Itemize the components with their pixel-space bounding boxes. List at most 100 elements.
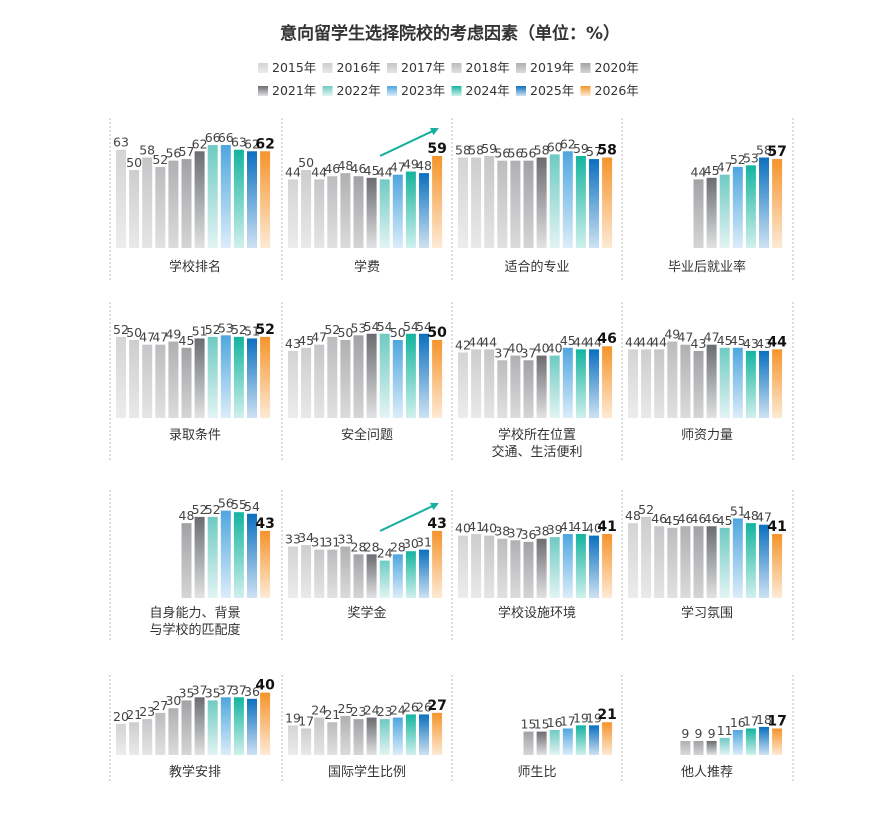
data-label: 44 (573, 334, 589, 349)
bar-2017 (142, 719, 153, 755)
data-label: 36 (521, 527, 537, 542)
bar-2023 (392, 717, 403, 755)
data-label: 44 (625, 334, 641, 349)
bar-2022 (549, 730, 560, 755)
data-label: 17 (767, 713, 786, 729)
bar-2023 (220, 697, 231, 755)
bar-2022 (207, 145, 218, 248)
data-label: 45 (717, 513, 733, 528)
bar-2016 (129, 170, 140, 248)
data-label: 37 (192, 682, 208, 697)
bar-2015 (628, 349, 638, 418)
bar-2019 (168, 341, 179, 418)
data-label: 48 (625, 508, 641, 523)
bar-2026 (432, 712, 443, 755)
data-label: 19 (586, 710, 602, 725)
bar-2017 (314, 179, 325, 248)
legend-item: 2018年 (451, 60, 510, 75)
data-label: 26 (403, 699, 419, 714)
data-label: 9 (695, 726, 703, 741)
data-label: 47 (717, 160, 733, 175)
bar-2026 (772, 159, 783, 248)
bar-2016 (471, 534, 482, 598)
bar-2016 (641, 516, 652, 598)
bar-2020 (181, 159, 192, 248)
data-label: 24 (311, 703, 327, 718)
data-label: 21 (597, 707, 616, 723)
data-label: 52 (205, 322, 221, 337)
data-label: 45 (704, 163, 720, 178)
bar-2025 (759, 157, 769, 248)
bar-2024 (233, 149, 244, 248)
legend-label: 2026年 (595, 83, 639, 98)
data-label: 59 (427, 141, 446, 157)
data-label: 48 (337, 158, 353, 173)
data-label: 47 (152, 330, 168, 345)
data-label: 54 (403, 319, 419, 334)
legend-label: 2016年 (337, 60, 381, 75)
data-label: 50 (126, 155, 142, 170)
bar-2025 (247, 698, 257, 755)
data-label: 63 (231, 135, 247, 150)
data-label: 42 (455, 337, 471, 352)
data-label: 52 (113, 322, 129, 337)
legend-item: 2019年 (516, 60, 574, 75)
data-label: 44 (586, 334, 602, 349)
data-label: 17 (560, 713, 576, 728)
data-label: 49 (165, 327, 181, 342)
data-label: 33 (285, 532, 301, 547)
legend-label: 2018年 (466, 60, 510, 75)
bar-2018 (327, 549, 338, 598)
bar-2021 (706, 177, 717, 248)
bar-2023 (732, 730, 743, 755)
data-label: 52 (192, 502, 208, 517)
data-label: 16 (547, 715, 563, 730)
bar-2023 (392, 340, 403, 418)
bar-2018 (327, 722, 338, 755)
bar-2021 (194, 516, 205, 598)
bar-2025 (589, 725, 599, 755)
data-label: 63 (113, 135, 129, 150)
data-label: 51 (192, 323, 208, 338)
bar-2020 (353, 719, 364, 755)
bar-2019 (510, 355, 521, 418)
legend-swatch (451, 63, 462, 73)
data-label: 52 (638, 502, 654, 517)
bar-2025 (419, 549, 429, 598)
bar-2023 (562, 347, 573, 418)
data-label: 39 (547, 522, 563, 537)
bar-2026 (260, 336, 271, 418)
bar-2020 (353, 554, 364, 598)
bar-2016 (301, 728, 312, 755)
bar-2022 (207, 700, 218, 755)
bar-2016 (471, 349, 482, 418)
data-label: 41 (597, 519, 616, 535)
legend-swatch (387, 86, 397, 96)
data-label: 50 (126, 325, 142, 340)
bar-2025 (589, 535, 599, 598)
bar-2023 (732, 347, 743, 418)
data-label: 43 (756, 336, 772, 351)
data-label: 58 (534, 143, 550, 158)
bar-2025 (419, 714, 429, 755)
bar-2017 (484, 155, 495, 248)
data-label: 44 (311, 164, 327, 179)
data-label: 58 (139, 143, 155, 158)
panel-label: 奖学金 (347, 605, 386, 621)
data-label: 25 (337, 701, 353, 716)
bar-2023 (562, 151, 573, 248)
data-label: 15 (534, 717, 550, 732)
data-label: 54 (377, 319, 393, 334)
bar-2017 (314, 549, 325, 598)
legend-item: 2021年 (258, 83, 316, 98)
bar-2024 (575, 155, 586, 248)
bar-2021 (194, 338, 205, 418)
data-label: 46 (351, 161, 367, 176)
panel-label: 国际学生比例 (328, 764, 406, 780)
bar-2024 (745, 165, 756, 248)
